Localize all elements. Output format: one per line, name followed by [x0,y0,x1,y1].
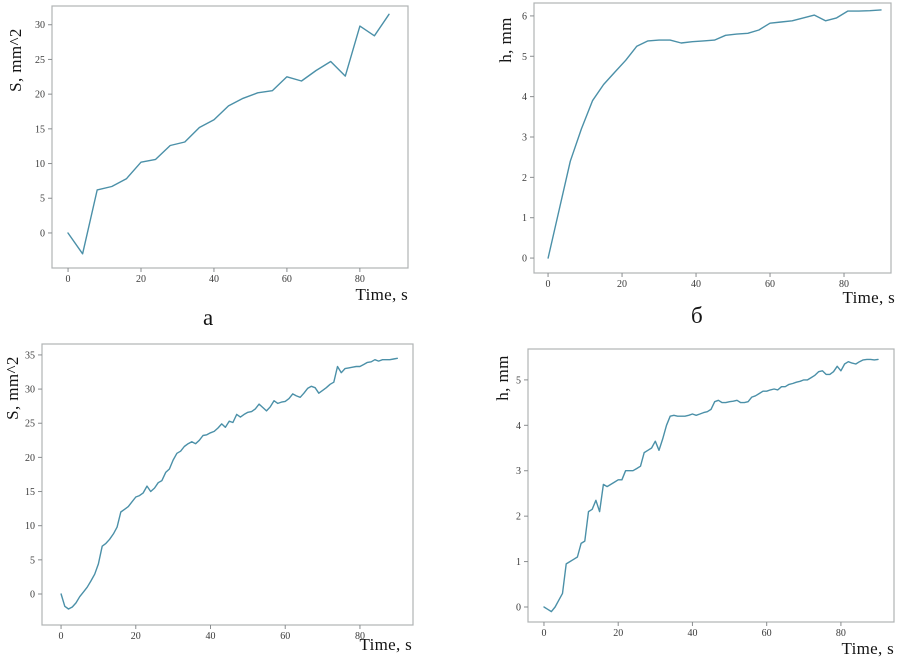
chart-panel-b: 0 20 40 60 80 0 1 2 3 4 5 6 h, mm Time, s б [451,0,903,340]
y-tick-label: 0 [516,603,521,614]
x-axis-label: Time, s [359,635,412,654]
y-tick-label: 5 [30,555,35,566]
chart-panel-bottom-left: 0 20 40 60 80 0 5 10 15 20 25 30 35 S, mm^2 Time, s [0,340,451,666]
y-tick-label: 1 [516,557,521,568]
plot-frame [533,2,892,274]
y-tick-label: 1 [522,213,527,224]
y-tick-label: 0 [522,254,527,265]
x-tick-label: 80 [355,274,365,285]
y-tick-label: 25 [25,419,35,430]
x-tick-label: 60 [280,631,290,642]
x-tick-label: 0 [541,628,546,639]
plot-frame [51,5,409,269]
y-tick-label: 3 [522,132,527,143]
y-tick-label: 15 [35,124,45,135]
x-tick-label: 20 [136,274,146,285]
panel-letter-a: a [203,305,214,330]
x-tick-label: 20 [131,631,141,642]
y-axis-label: S, mm^2 [3,356,22,420]
x-tick-label: 0 [59,631,64,642]
y-tick-label: 6 [522,11,527,22]
y-tick-label: 5 [516,375,521,386]
x-tick-label: 40 [209,274,219,285]
data-series-line [67,13,390,255]
y-axis-label: h, mm [496,17,515,63]
x-tick-label: 20 [617,279,627,290]
line-chart-h-vs-time-noisy: 0 20 40 60 80 0 1 2 3 4 5 [516,348,895,639]
x-axis-label: Time, s [841,639,894,658]
y-tick-label: 3 [516,466,521,477]
data-series-line [60,357,398,610]
x-tick-label: 40 [691,279,701,290]
x-tick-label: 0 [546,279,551,290]
x-tick-label: 40 [206,631,216,642]
chart-panel-bottom-right: 0 20 40 60 80 0 1 2 3 4 5 h, mm Time, s [451,340,903,666]
line-chart-s-vs-time-noisy: 0 20 40 60 80 0 5 10 15 20 25 30 35 [25,343,414,642]
y-tick-label: 25 [35,55,45,66]
y-tick-label: 0 [30,589,35,600]
y-tick-label: 35 [25,350,35,361]
y-tick-label: 10 [25,521,35,532]
y-tick-label: 10 [35,159,45,170]
x-tick-label: 80 [839,279,849,290]
line-chart-s-vs-time-a: 0 20 40 60 80 0 5 10 15 20 25 30 [35,5,409,285]
x-tick-label: 20 [613,628,623,639]
y-tick-label: 0 [40,228,45,239]
x-tick-label: 80 [836,628,846,639]
data-series-line [547,9,882,259]
x-tick-label: 60 [282,274,292,285]
y-tick-label: 30 [35,20,45,31]
plot-frame [41,343,414,626]
x-tick-label: 80 [355,631,365,642]
y-tick-label: 4 [522,92,527,103]
y-tick-label: 2 [522,173,527,184]
x-tick-label: 60 [762,628,772,639]
y-tick-label: 2 [516,512,521,523]
y-axis-label: S, mm^2 [6,28,25,92]
y-tick-label: 5 [522,52,527,63]
line-chart-h-vs-time-b: 0 20 40 60 80 0 1 2 3 4 5 6 [522,2,892,290]
x-axis-label: Time, s [842,288,895,307]
x-tick-label: 60 [765,279,775,290]
y-tick-label: 15 [25,487,35,498]
x-tick-label: 40 [687,628,697,639]
y-tick-label: 20 [35,90,45,101]
panel-letter-b: б [691,303,703,328]
data-series-line [543,358,879,613]
x-axis-label: Time, s [355,285,408,304]
y-tick-label: 20 [25,453,35,464]
y-tick-label: 4 [516,421,521,432]
y-tick-label: 5 [40,194,45,205]
x-tick-label: 0 [66,274,71,285]
plot-frame [527,348,895,623]
y-tick-label: 30 [25,385,35,396]
chart-panel-a: 0 20 40 60 80 0 5 10 15 20 25 30 S, mm^2 Time, s a [0,0,451,340]
y-axis-label: h, mm [493,355,512,401]
